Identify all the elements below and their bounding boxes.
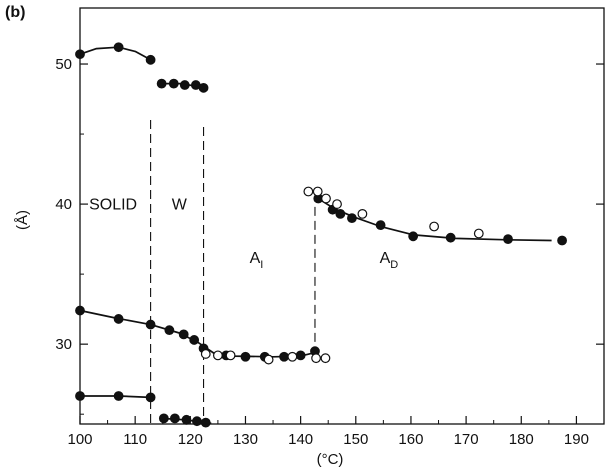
x-tick-label: 130 [233, 431, 258, 448]
region-label: W [172, 197, 188, 214]
data-point-filled [445, 232, 456, 243]
data-point-open [303, 186, 314, 197]
x-tick-label: 100 [67, 431, 92, 448]
x-tick-label: 110 [123, 431, 147, 448]
data-point-filled [557, 235, 567, 246]
x-axis-ticks: 100 110 120 130 140 150 160 170 180 190 [67, 416, 589, 448]
data-point-filled [408, 231, 419, 242]
data-point-open [263, 354, 274, 365]
data-point-filled [158, 413, 169, 424]
data-point-filled [145, 319, 156, 330]
plot-frame [79, 7, 605, 425]
x-tick-label: 140 [288, 431, 313, 448]
data-point-filled [145, 54, 156, 65]
data-point-open [311, 353, 321, 364]
data-point-filled [156, 78, 167, 89]
data-point-filled [347, 213, 357, 224]
x-tick-label: 120 [178, 431, 203, 448]
data-point-open [332, 199, 342, 209]
data-point-filled [240, 351, 251, 362]
y-axis-ticks: 30 40 50 [55, 56, 604, 415]
phase-boundaries [150, 120, 316, 424]
data-point-open [357, 208, 368, 219]
y-tick-label: 50 [55, 56, 72, 73]
data-point-filled [113, 42, 124, 53]
data-point-open [287, 351, 298, 362]
data-point-filled [200, 417, 211, 428]
data-point-open [473, 228, 484, 239]
region-label: SOLID [89, 197, 137, 214]
data-point-open [212, 350, 223, 361]
data-point-open [312, 186, 323, 197]
data-point-filled [179, 80, 190, 90]
x-axis-title: (°C) [317, 451, 344, 468]
data-point-filled [335, 208, 346, 219]
data-point-open [200, 349, 211, 359]
data-point-open [321, 193, 331, 204]
data-point-filled [279, 351, 289, 362]
panel-label: (b) [5, 4, 25, 21]
data-point-filled [113, 314, 124, 324]
x-tick-label: 160 [398, 431, 423, 448]
region-label: AI [250, 250, 264, 271]
x-tick-label: 190 [564, 431, 589, 448]
y-tick-label: 30 [55, 336, 72, 353]
data-point-open [429, 221, 440, 232]
data-point-filled [113, 391, 124, 401]
data-point-filled [181, 414, 192, 425]
data-point-filled [189, 335, 200, 345]
region-subscript: D [390, 259, 398, 271]
x-tick-label: 150 [343, 431, 368, 448]
data-point-filled [178, 329, 189, 340]
data-point-filled [295, 350, 306, 361]
data-point-open [320, 353, 331, 364]
data-point-filled [198, 82, 209, 93]
data-point-filled [145, 392, 156, 403]
region-subscript: I [260, 259, 263, 271]
data-points [75, 42, 567, 428]
data-point-filled [375, 220, 386, 231]
data-point-filled [168, 78, 179, 89]
y-axis-title: (Å) [14, 210, 31, 230]
data-point-filled [164, 325, 175, 336]
data-point-open [225, 350, 236, 361]
x-tick-label: 180 [509, 431, 534, 448]
x-tick-label: 170 [454, 431, 479, 448]
y-tick-label: 40 [55, 196, 72, 213]
data-point-filled [503, 234, 513, 245]
data-point-filled [169, 413, 180, 424]
